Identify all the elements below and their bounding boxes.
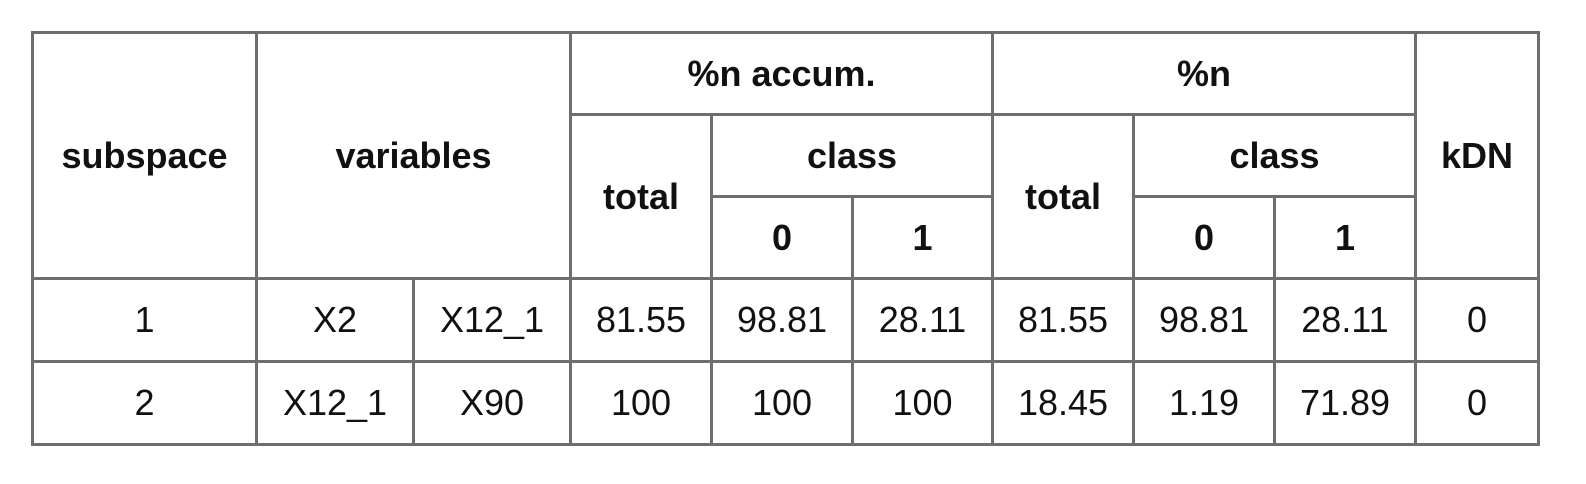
subspace-header: subspace bbox=[31, 31, 258, 280]
results-table: subspace variables %n accum. %n kDN tota… bbox=[31, 31, 1540, 446]
pct-n-accum-header: %n accum. bbox=[569, 31, 994, 116]
kdn-cell: 0 bbox=[1414, 277, 1540, 363]
header-row-1: subspace variables %n accum. %n kDN bbox=[31, 31, 1540, 280]
accum-class-1-cell: 28.11 bbox=[851, 277, 994, 363]
pct-class-0-header: 0 bbox=[1132, 195, 1276, 280]
variable-a-cell: X12_1 bbox=[255, 360, 415, 446]
table-row: 2 X12_1 X90 100 100 100 18.45 1.19 71.89… bbox=[31, 360, 1540, 446]
pct-class-1-header: 1 bbox=[1273, 195, 1417, 280]
pct-n-header: %n bbox=[991, 31, 1417, 116]
accum-class-1-cell: 100 bbox=[851, 360, 994, 446]
variable-b-cell: X12_1 bbox=[412, 277, 572, 363]
accum-class-0-cell: 98.81 bbox=[710, 277, 854, 363]
accum-class-header: class bbox=[710, 113, 994, 198]
pct-total-cell: 18.45 bbox=[991, 360, 1135, 446]
subspace-cell: 2 bbox=[31, 360, 258, 446]
table-row: 1 X2 X12_1 81.55 98.81 28.11 81.55 98.81… bbox=[31, 277, 1540, 363]
pct-class-0-cell: 98.81 bbox=[1132, 277, 1276, 363]
accum-total-cell: 100 bbox=[569, 360, 713, 446]
pct-class-header: class bbox=[1132, 113, 1417, 198]
variable-a-cell: X2 bbox=[255, 277, 415, 363]
accum-class-0-cell: 100 bbox=[710, 360, 854, 446]
variables-header: variables bbox=[255, 31, 572, 280]
pct-class-1-cell: 71.89 bbox=[1273, 360, 1417, 446]
header-row-2: total class total class bbox=[33, 113, 1539, 280]
accum-class-0-header: 0 bbox=[710, 195, 854, 280]
pct-total-header: total bbox=[991, 113, 1135, 280]
subspace-cell: 1 bbox=[31, 277, 258, 363]
pct-class-0-cell: 1.19 bbox=[1132, 360, 1276, 446]
kdn-header: kDN bbox=[1414, 31, 1540, 280]
accum-class-1-header: 1 bbox=[851, 195, 994, 280]
accum-total-header: total bbox=[569, 113, 713, 280]
header-row-3: 0 1 0 1 bbox=[33, 195, 1539, 280]
kdn-cell: 0 bbox=[1414, 360, 1540, 446]
pct-class-1-cell: 28.11 bbox=[1273, 277, 1417, 363]
pct-total-cell: 81.55 bbox=[991, 277, 1135, 363]
accum-total-cell: 81.55 bbox=[569, 277, 713, 363]
variable-b-cell: X90 bbox=[412, 360, 572, 446]
